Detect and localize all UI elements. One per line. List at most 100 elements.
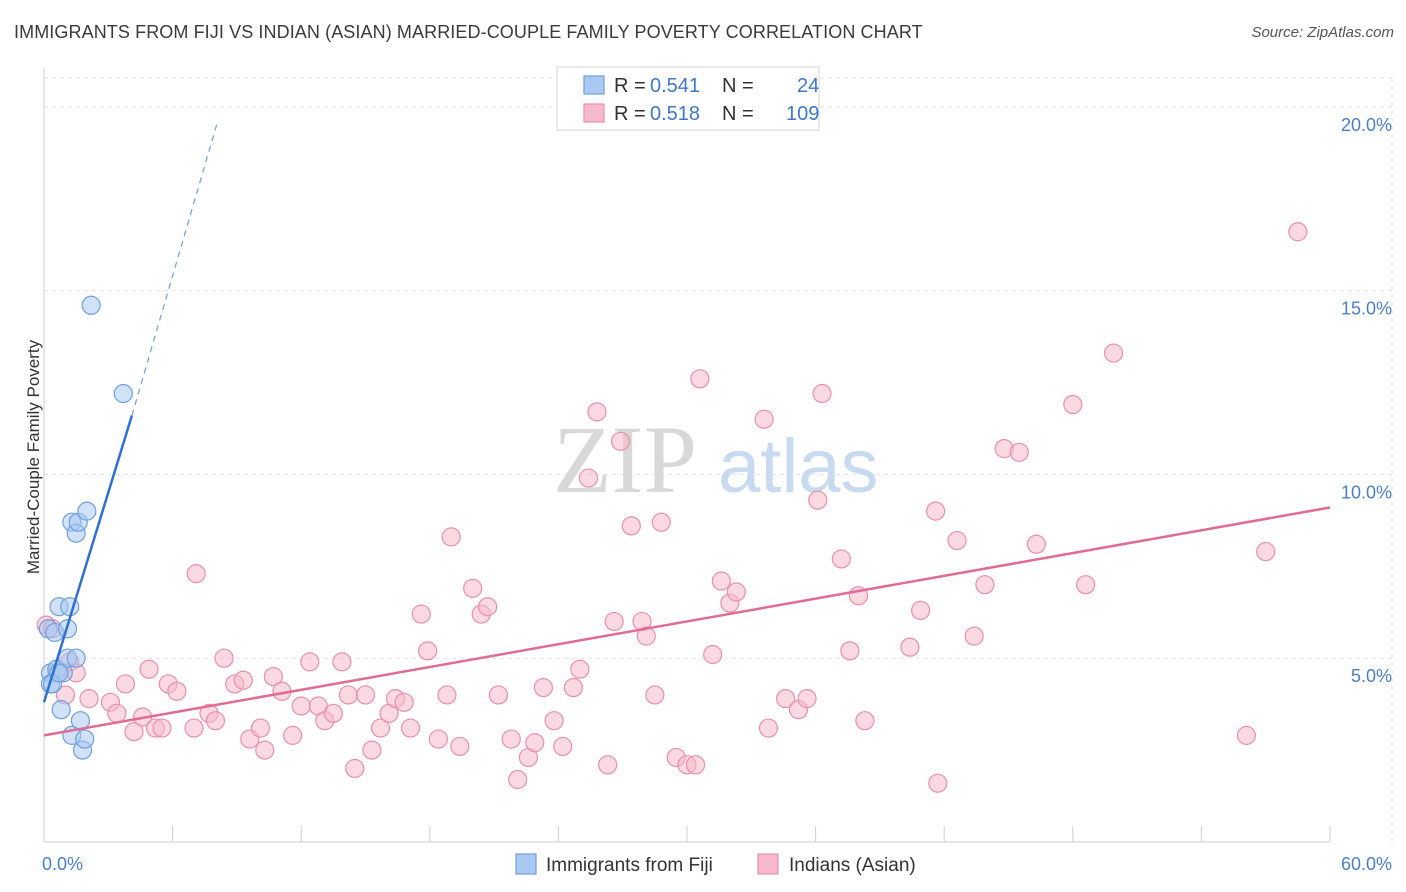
indian-point [578,468,599,488]
indian-point [570,659,590,679]
legend-r-value-indian: 0.518 [650,103,700,125]
indian-point [926,501,946,521]
indian-point [685,755,706,775]
indian-point [831,549,851,569]
indian-point [947,530,967,551]
indian-point [233,670,253,690]
indian-trend-line [43,506,1331,737]
indian-point [441,527,461,547]
indian-point [250,718,271,738]
axis-layer: 5.0% 10.0% 15.0% 20.0% 0.0% 60.0% [42,68,1392,874]
bottom-legend: Immigrants from Fiji Indians (Asian) [515,853,916,876]
indian-point [1256,541,1276,562]
indian-point [291,696,311,716]
legend-r-label-fiji: R = [614,75,646,97]
indian-point [263,666,283,687]
x-tick-label-max: 60.0% [1341,854,1392,874]
indian-point [975,575,995,595]
indian-point [1288,222,1308,242]
indian-point [900,637,920,657]
legend-swatch-indian [583,103,605,123]
indian-point [184,718,204,738]
fiji-trend-extension [131,121,219,416]
indian-point [645,685,665,705]
indian-point [1076,575,1096,595]
indian-point [478,597,498,617]
fiji-point [51,700,71,720]
legend-r-label-indian: R = [614,103,646,125]
indian-point [754,409,774,429]
indian-point [711,571,731,591]
indian-point [115,674,136,694]
indian-point [544,711,564,731]
source-credit: Source: ZipAtlas.com [1251,24,1394,41]
indian-point [775,689,796,709]
indian-point [808,490,828,510]
indian-point [338,685,358,705]
indian-point [911,600,931,621]
indian-point [553,736,573,757]
indian-point [488,685,508,705]
indian-point [964,626,984,646]
indian-point [621,516,641,536]
indian-point [1236,725,1257,745]
indian-point [797,689,817,709]
indian-point [587,402,607,422]
indian-point [525,733,545,753]
indian-point [651,512,671,532]
indian-point [428,729,448,749]
indian-point [840,641,860,661]
indian-point [501,729,521,749]
indian-point [812,383,832,404]
indian-point [205,711,226,731]
indian-point [463,578,483,598]
indian-point [186,564,206,584]
indian-point [394,692,414,712]
bottom-legend-label-fiji: Immigrants from Fiji [546,855,713,876]
legend-n-label-indian: N = [722,103,754,125]
indian-point [1063,394,1083,415]
legend-n-value-fiji: 24 [797,75,819,97]
indian-point [726,582,746,602]
trend-layer [42,121,1331,737]
indian-point [255,740,275,760]
indian-point [300,652,320,672]
indian-point [508,769,528,790]
indian-point [411,604,431,624]
indian-point [563,677,584,698]
indian-point [1103,343,1124,363]
indian-point [283,725,303,745]
indian-point [400,718,421,738]
indian-point [139,659,159,679]
indian-point [370,718,391,738]
indian-point [1009,442,1029,462]
watermark-atlas: atlas [718,424,879,509]
indian-point [690,369,710,389]
indian-point [604,611,624,632]
indian-point [355,685,376,705]
indian-point [437,685,457,705]
indian-point [79,689,99,709]
indian-point [345,758,365,779]
fiji-point [77,501,97,521]
indian-point [610,431,631,451]
indian-point [332,652,352,672]
fiji-trend-line [42,415,134,703]
y-axis-label: Married-Couple Family Poverty [24,339,43,574]
fiji-point [113,383,133,404]
y-tick-label: 20.0% [1341,115,1392,135]
legend-n-label-fiji: N = [722,75,754,97]
indian-point [418,641,438,661]
indian-point [758,718,779,738]
indian-point [598,755,618,775]
x-tick-label-min: 0.0% [42,854,83,874]
indian-point [214,648,234,668]
indian-point [636,626,656,646]
indian-point [167,681,187,701]
indian-point [855,711,875,731]
indian-point [362,740,382,760]
bottom-legend-label-indian: Indians (Asian) [789,855,916,876]
legend-swatch-fiji [583,75,605,95]
indian-point [107,703,127,723]
